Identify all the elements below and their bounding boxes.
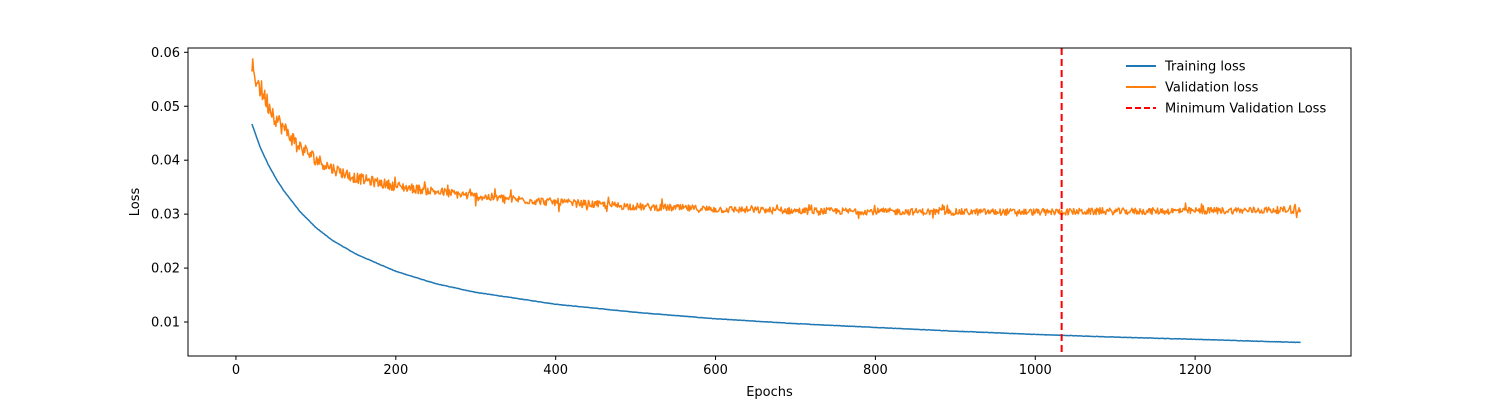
y-tick-label: 0.04 [151,154,180,169]
legend-label: Validation loss [1165,81,1259,96]
x-axis: 0 200 400 600 800 1000 1200 [232,356,1212,378]
x-tick-label: 1000 [1019,363,1052,378]
x-tick-label: 200 [383,363,408,378]
series-line-training-loss [251,123,1301,344]
y-axis-title: Loss [128,188,143,217]
y-tick-label: 0.06 [151,46,180,61]
series-line-validation-loss [251,58,1302,220]
y-axis: 0.01 0.02 0.03 0.04 0.05 0.06 [151,46,188,331]
plot-frame [187,47,1352,357]
legend-label: Minimum Validation Loss [1165,102,1326,117]
x-tick-label: 0 [232,363,240,378]
y-tick-label: 0.01 [151,316,180,331]
x-tick-label: 800 [863,363,888,378]
y-tick-label: 0.02 [151,262,180,277]
plot-lines [251,48,1302,356]
x-tick-label: 1200 [1179,363,1212,378]
x-axis-title: Epochs [746,385,793,400]
x-tick-label: 400 [543,363,568,378]
legend: Training loss Validation loss Minimum Vali… [1126,60,1326,117]
y-tick-label: 0.03 [151,208,180,223]
x-tick-label: 600 [703,363,728,378]
legend-label: Training loss [1164,60,1246,75]
y-tick-label: 0.05 [151,100,180,115]
